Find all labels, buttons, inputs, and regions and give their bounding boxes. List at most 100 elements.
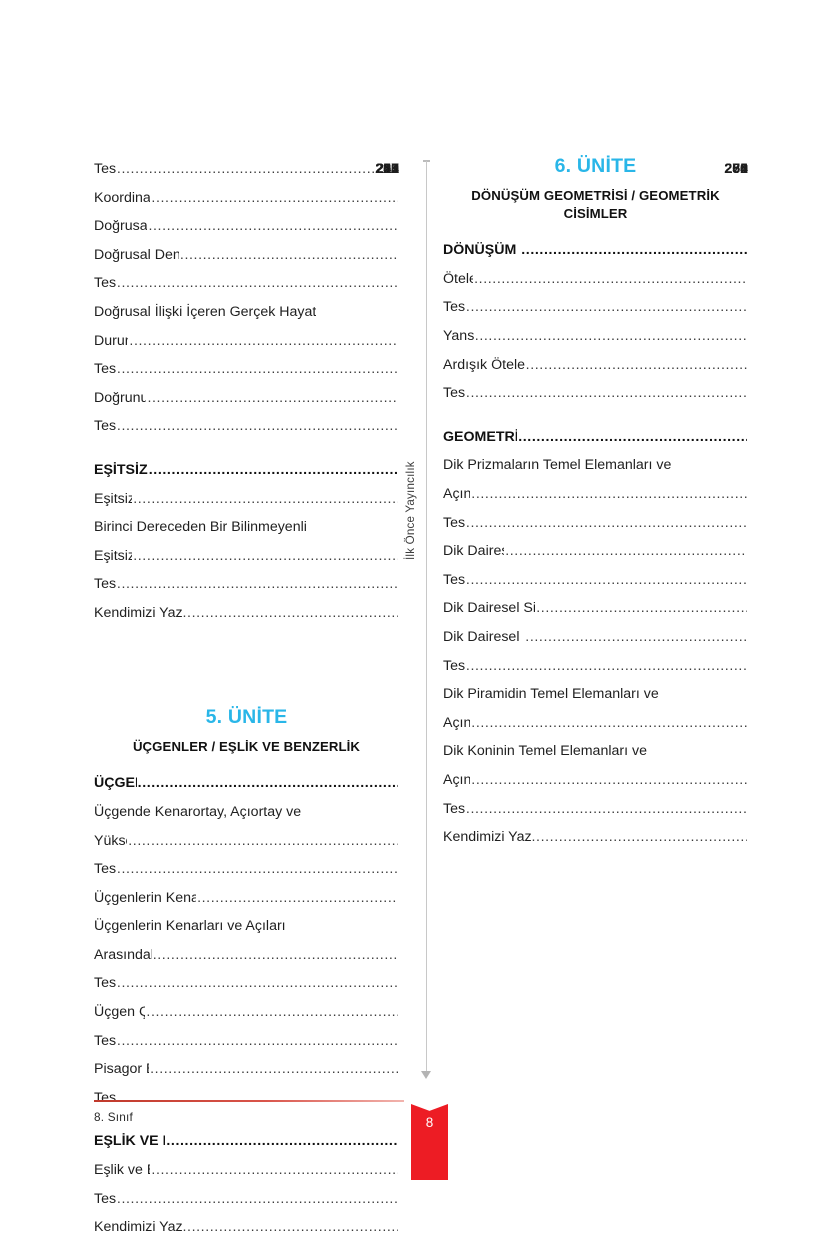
toc-entry-row[interactable]: Test 2 211: [94, 161, 399, 298]
toc-entry[interactable]: Kendimizi Yazılıya Hazırlayalım 257: [94, 161, 399, 1242]
toc-entry[interactable]: Ardışık Öteleme ve Yansıma 263: [443, 161, 748, 380]
toc-entry-row[interactable]: Açınımı 278: [443, 161, 748, 738]
toc-entry-label: Test 3: [443, 514, 465, 531]
toc-entry[interactable]: Test 2 239: [94, 161, 399, 998]
toc-entry[interactable]: Üçgende Kenarortay, Açıortay veYükseklik…: [94, 161, 399, 856]
toc-entry-row[interactable]: Kendimizi Yazılıya Hazırlayalım 284: [443, 161, 748, 852]
toc-entry-row[interactable]: Üçgenlerin Kenarları Arasındaki İlişkile…: [94, 161, 399, 913]
toc-entry-page: 274: [724, 161, 748, 177]
toc-entry-page: 249: [375, 161, 399, 177]
toc-entry[interactable]: Eşlik ve Benzerlik 251: [94, 161, 399, 1185]
toc-entry[interactable]: Test 3 268: [443, 161, 748, 538]
toc-entry-row[interactable]: Doğrusal İlişkiler 208: [94, 161, 399, 241]
toc-entry[interactable]: Test 4 221: [94, 161, 399, 441]
toc-entry[interactable]: Test 1 234: [94, 161, 399, 884]
toc-entry-row[interactable]: Test 1 260: [443, 161, 748, 322]
toc-entry[interactable]: Üçgenlerin Kenarları Arasındaki İlişkile…: [94, 161, 399, 913]
toc-entry[interactable]: Test 2 264: [443, 161, 748, 408]
toc-entry-label: Test 4: [443, 571, 465, 588]
toc-entry[interactable]: Koordinat Sistemi 207: [94, 161, 399, 213]
toc-entry-row[interactable]: Yansıma 261: [443, 161, 748, 351]
toc-entry-row[interactable]: Kendimizi Yazılıya Hazırlayalım 257: [94, 161, 399, 1242]
toc-entry-row[interactable]: Test 1 205: [94, 155, 399, 184]
toc-entry-row[interactable]: Doğrunun Eğimi 216: [94, 161, 399, 413]
toc-entry-row[interactable]: Test 4 272: [443, 161, 748, 595]
toc-entry-row[interactable]: Test 5 228: [94, 161, 399, 599]
toc-entry[interactable]: Kendimizi Yazılıya Hazırlayalım 230: [94, 161, 399, 628]
toc-entry-page: 266: [724, 161, 748, 177]
toc-entry-row[interactable]: Açınımı 280: [443, 161, 748, 795]
toc-entry[interactable]: Kendimizi Yazılıya Hazırlayalım 284: [443, 161, 748, 852]
toc-entry[interactable]: Doğrusal İlişkiler 208: [94, 161, 399, 241]
toc-entry[interactable]: Doğrusal İlişki İçeren Gerçek HayatDurum…: [94, 161, 399, 356]
toc-entry-row[interactable]: GEOMETRİK CİSİMLER 266: [443, 161, 748, 452]
toc-entry-row[interactable]: Test 4 221: [94, 161, 399, 441]
toc-entry[interactable]: Dik Prizmaların Temel Elemanları veAçını…: [443, 161, 748, 509]
toc-entry-row[interactable]: Açınımı 266: [443, 161, 748, 509]
toc-entry-row[interactable]: Ardışık Öteleme ve Yansıma 263: [443, 161, 748, 380]
toc-entry[interactable]: Doğrusal Denklemlerin Grafiği 208: [94, 161, 399, 270]
toc-entry-row[interactable]: Dik Dairesel Silindirin Hacmi 275: [443, 161, 748, 652]
toc-entry[interactable]: EŞİTSİZLİKLER 223: [94, 161, 399, 485]
toc-entry-row[interactable]: Koordinat Sistemi 207: [94, 161, 399, 213]
toc-entry[interactable]: Dik Dairesel Silindirin Hacmi 275: [443, 161, 748, 652]
toc-entry[interactable]: Dik Dairesel Silindirin Yüzey Alanı 274: [443, 161, 748, 623]
toc-entry[interactable]: EŞLİK VE BENZERLİK 251: [94, 161, 399, 1156]
toc-entry[interactable]: Test 2 211: [94, 161, 399, 298]
toc-entry-row[interactable]: Pisagor Bağıntısı 245: [94, 161, 399, 1084]
toc-entry[interactable]: Test 4 272: [443, 161, 748, 595]
toc-entry[interactable]: Dik Piramidin Temel Elemanları veAçınımı…: [443, 161, 748, 738]
toc-entry-row[interactable]: DÖNÜŞÜM GEOMETRİSİ 258: [443, 161, 748, 265]
toc-entry-row[interactable]: Yükseklik 231: [94, 161, 399, 856]
toc-entry-label: Açınımı: [443, 714, 471, 731]
toc-entry[interactable]: Üçgen Çizimleri 241: [94, 161, 399, 1027]
toc-entry[interactable]: Test 3 243: [94, 161, 399, 1056]
toc-entry-label: Doğrusal İlişki İçeren Gerçek Hayat: [94, 303, 317, 320]
toc-entry[interactable]: Öteleme 258: [443, 161, 748, 294]
toc-entry-page: 221: [375, 161, 399, 177]
toc-entry-row[interactable]: EŞİTSİZLİKLER 223: [94, 161, 399, 485]
toc-entry-row[interactable]: Kendimizi Yazılıya Hazırlayalım 230: [94, 161, 399, 628]
toc-entry-page: 223: [375, 161, 399, 177]
toc-entry[interactable]: Pisagor Bağıntısı 245: [94, 161, 399, 1084]
toc-entry[interactable]: Test 1 205: [94, 155, 399, 184]
toc-entry[interactable]: Yansıma 261: [443, 161, 748, 351]
toc-entry[interactable]: Test 3 214: [94, 161, 399, 384]
toc-entry-row[interactable]: Eşitsizlikler 224: [94, 161, 399, 571]
toc-entry[interactable]: Eşitsizlikler 223: [94, 161, 399, 514]
toc-entry-row[interactable]: Test 3 268: [443, 161, 748, 538]
toc-entry[interactable]: Dik Koninin Temel Elemanları ve Açınımı 28…: [443, 161, 748, 795]
toc-entry[interactable]: Test 5 228: [94, 161, 399, 599]
toc-entry-row[interactable]: Test 3 243: [94, 161, 399, 1056]
toc-entry[interactable]: DÖNÜŞÜM GEOMETRİSİ 258: [443, 161, 748, 265]
toc-entry-row[interactable]: Test 2 239: [94, 161, 399, 998]
toc-entry-row[interactable]: EŞLİK VE BENZERLİK 251: [94, 161, 399, 1156]
toc-entry-row[interactable]: Üçgen Çizimleri 241: [94, 161, 399, 1027]
toc-entry-row[interactable]: Dik Dairesel Silindirin Yüzey Alanı 274: [443, 161, 748, 623]
toc-entry-row[interactable]: Test 6 282: [443, 161, 748, 824]
toc-entry-row[interactable]: Eşlik ve Benzerlik 251: [94, 161, 399, 1185]
toc-entry[interactable]: Test 6 282: [443, 161, 748, 824]
toc-entry[interactable]: Üçgenlerin Kenarları ve AçılarıArasındak…: [94, 161, 399, 970]
toc-entry-row[interactable]: Durumları 213: [94, 161, 399, 356]
toc-entry-row[interactable]: ÜÇGENLER 231: [94, 161, 399, 798]
toc-entry[interactable]: Dik Dairesel Silindir 270: [443, 161, 748, 566]
toc-entry-line1: Üçgenlerin Kenarları ve Açıları: [94, 912, 399, 941]
toc-entry-row[interactable]: Test 3 214: [94, 161, 399, 384]
toc-entry-label: Doğrusal Denklemlerin Grafiği: [94, 246, 179, 263]
toc-entry-row[interactable]: Test 1 234: [94, 161, 399, 884]
toc-entry[interactable]: Birinci Dereceden Bir Bilinmeyenli Eşitsi…: [94, 161, 399, 571]
toc-entry-row[interactable]: Doğrusal Denklemlerin Grafiği 208: [94, 161, 399, 270]
toc-entry-row[interactable]: Test 2 264: [443, 161, 748, 408]
page-number-ribbon: 8: [411, 1104, 448, 1180]
toc-entry[interactable]: GEOMETRİK CİSİMLER 266: [443, 161, 748, 452]
toc-entry-row[interactable]: Öteleme 258: [443, 161, 748, 294]
toc-entry-row[interactable]: Arasındaki İlişkiler 237: [94, 161, 399, 970]
toc-entry-row[interactable]: Dik Dairesel Silindir 270: [443, 161, 748, 566]
toc-entry[interactable]: ÜÇGENLER 231: [94, 161, 399, 798]
toc-entry[interactable]: Test 1 260: [443, 161, 748, 322]
toc-entry[interactable]: Test 5 276: [443, 161, 748, 681]
toc-entry[interactable]: Doğrunun Eğimi 216: [94, 161, 399, 413]
toc-entry-row[interactable]: Eşitsizlikler 223: [94, 161, 399, 514]
toc-entry-row[interactable]: Test 5 276: [443, 161, 748, 681]
